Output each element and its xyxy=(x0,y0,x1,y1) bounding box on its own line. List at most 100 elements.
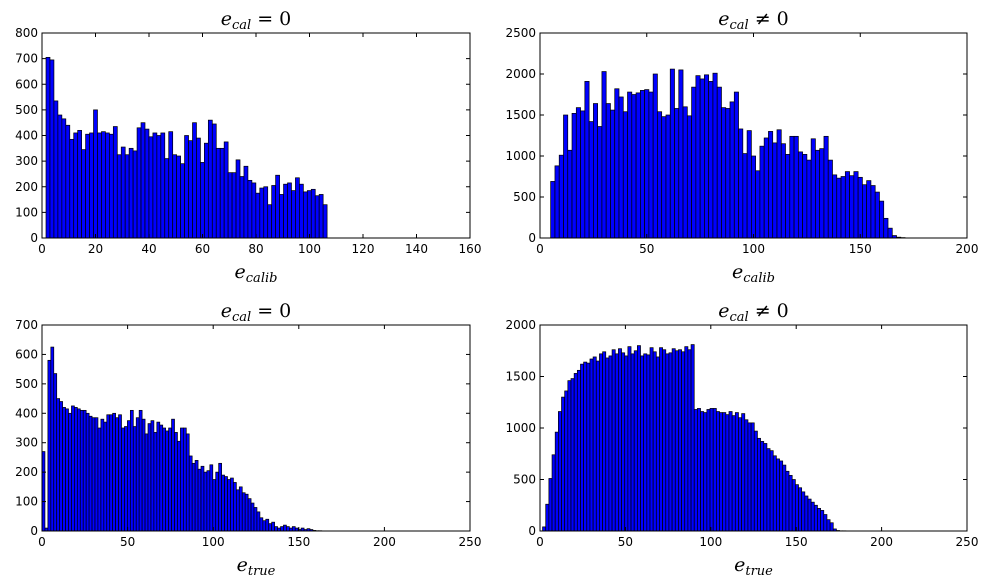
histogram-bar xyxy=(259,517,264,532)
histogram-bar xyxy=(197,468,202,532)
y-tick-label: 1000 xyxy=(505,421,536,435)
y-tick-label: 1000 xyxy=(505,149,536,163)
histogram-bar xyxy=(200,465,205,532)
histogram-bar xyxy=(763,443,768,532)
histogram-bar xyxy=(93,109,98,239)
histogram-bar xyxy=(595,360,600,532)
histogram-bar xyxy=(637,345,641,532)
histogram-bar xyxy=(233,482,237,532)
histogram-bar xyxy=(286,526,290,532)
histogram-bar xyxy=(144,128,150,239)
chart-title-operator: = xyxy=(251,300,279,322)
x-tick-label: 0 xyxy=(38,535,46,549)
histogram-bar xyxy=(132,426,137,532)
histogram-bar xyxy=(704,74,710,239)
histogram-bar xyxy=(817,507,821,532)
histogram-bar xyxy=(280,526,284,532)
histogram-bar xyxy=(310,188,316,239)
histogram-bar xyxy=(239,176,245,239)
histogram-bar xyxy=(115,417,119,532)
histogram-bar xyxy=(801,491,806,532)
histogram-bar xyxy=(251,182,257,239)
histogram-bar xyxy=(227,172,233,239)
histogram-bar xyxy=(829,522,834,532)
y-tick-label: 200 xyxy=(15,465,38,479)
histogram-bar xyxy=(106,414,111,532)
histogram-bar xyxy=(693,409,698,532)
histogram-bar xyxy=(668,352,673,532)
histogram-bar xyxy=(741,413,746,532)
histogram-bar xyxy=(599,353,603,532)
histogram-bar xyxy=(635,92,641,239)
histogram-bar xyxy=(200,162,205,239)
y-tick-label: 600 xyxy=(15,77,38,91)
histogram-bar xyxy=(564,390,569,532)
histogram-bar xyxy=(804,495,809,532)
histogram-bar xyxy=(180,427,184,532)
chart-title-base: e xyxy=(718,8,729,30)
histogram-bar xyxy=(172,154,178,239)
histogram-bar xyxy=(551,454,556,532)
histogram-bar xyxy=(548,478,553,532)
chart-title-rhs: 0 xyxy=(777,300,789,322)
x-axis-label-subscript: true xyxy=(248,564,276,579)
histogram-bar xyxy=(207,119,213,239)
histogram-bar xyxy=(640,355,645,532)
histogram-bar xyxy=(753,430,758,532)
histogram-bar xyxy=(124,154,130,239)
histogram-bar xyxy=(236,489,240,532)
histogram-bar xyxy=(283,524,287,532)
histogram-bar xyxy=(194,460,199,532)
histogram-bar xyxy=(776,458,780,532)
histogram-bar xyxy=(751,155,756,239)
histogram-bar xyxy=(144,433,149,532)
histogram-bar xyxy=(823,135,829,239)
histogram-bar xyxy=(657,111,663,239)
x-tick-label: 50 xyxy=(120,535,135,549)
histogram-bar xyxy=(118,414,122,532)
chart-title: ecal ≠ 0 xyxy=(718,8,789,33)
y-tick-label: 2000 xyxy=(505,67,536,81)
bar-series xyxy=(542,344,850,532)
histogram-bar xyxy=(769,450,774,532)
bar-series xyxy=(45,56,328,239)
y-tick-label: 500 xyxy=(513,473,536,487)
histogram-bar xyxy=(593,103,599,239)
histogram-bar xyxy=(849,175,855,239)
histogram-bar xyxy=(584,81,590,239)
histogram-bar xyxy=(573,373,578,532)
histogram-bar xyxy=(686,115,692,239)
histogram-bar xyxy=(219,147,225,239)
histogram-bar xyxy=(85,412,90,532)
histogram-bar xyxy=(241,492,246,532)
histogram-bar xyxy=(73,132,79,239)
histogram-bar xyxy=(218,462,222,532)
x-axis-label: etrue xyxy=(734,554,773,579)
y-tick-label: 100 xyxy=(15,205,38,219)
histogram-bar xyxy=(659,347,663,532)
x-tick-label: 250 xyxy=(956,535,979,549)
histogram-bar xyxy=(712,408,717,532)
histogram-bar xyxy=(141,418,146,532)
histogram-bar xyxy=(97,132,102,239)
x-tick-label: 0 xyxy=(38,242,46,256)
histogram-bar xyxy=(601,71,607,239)
histogram-bar xyxy=(211,123,217,239)
histogram-bar xyxy=(176,155,181,239)
histogram-bar xyxy=(832,174,838,239)
histogram-bar xyxy=(223,141,229,239)
histogram-bar xyxy=(74,407,78,532)
histogram-bar xyxy=(171,418,175,532)
histogram-bar xyxy=(684,346,689,532)
histogram-bar xyxy=(757,437,761,532)
y-tick-label: 800 xyxy=(15,26,38,40)
histogram-bar xyxy=(655,356,660,532)
histogram-bar xyxy=(712,72,718,239)
histogram-bar xyxy=(652,351,657,532)
histogram-bar xyxy=(185,433,190,532)
histogram-bar xyxy=(627,346,632,532)
chart-title-operator: ≠ xyxy=(749,300,777,322)
x-axis-label: ecalib xyxy=(732,261,775,286)
x-axis-label-base: e xyxy=(237,554,248,576)
